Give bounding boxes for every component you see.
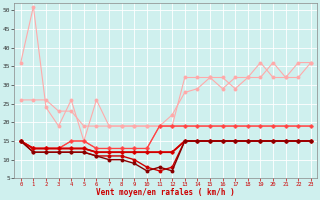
X-axis label: Vent moyen/en rafales ( km/h ): Vent moyen/en rafales ( km/h ) [96,188,235,197]
